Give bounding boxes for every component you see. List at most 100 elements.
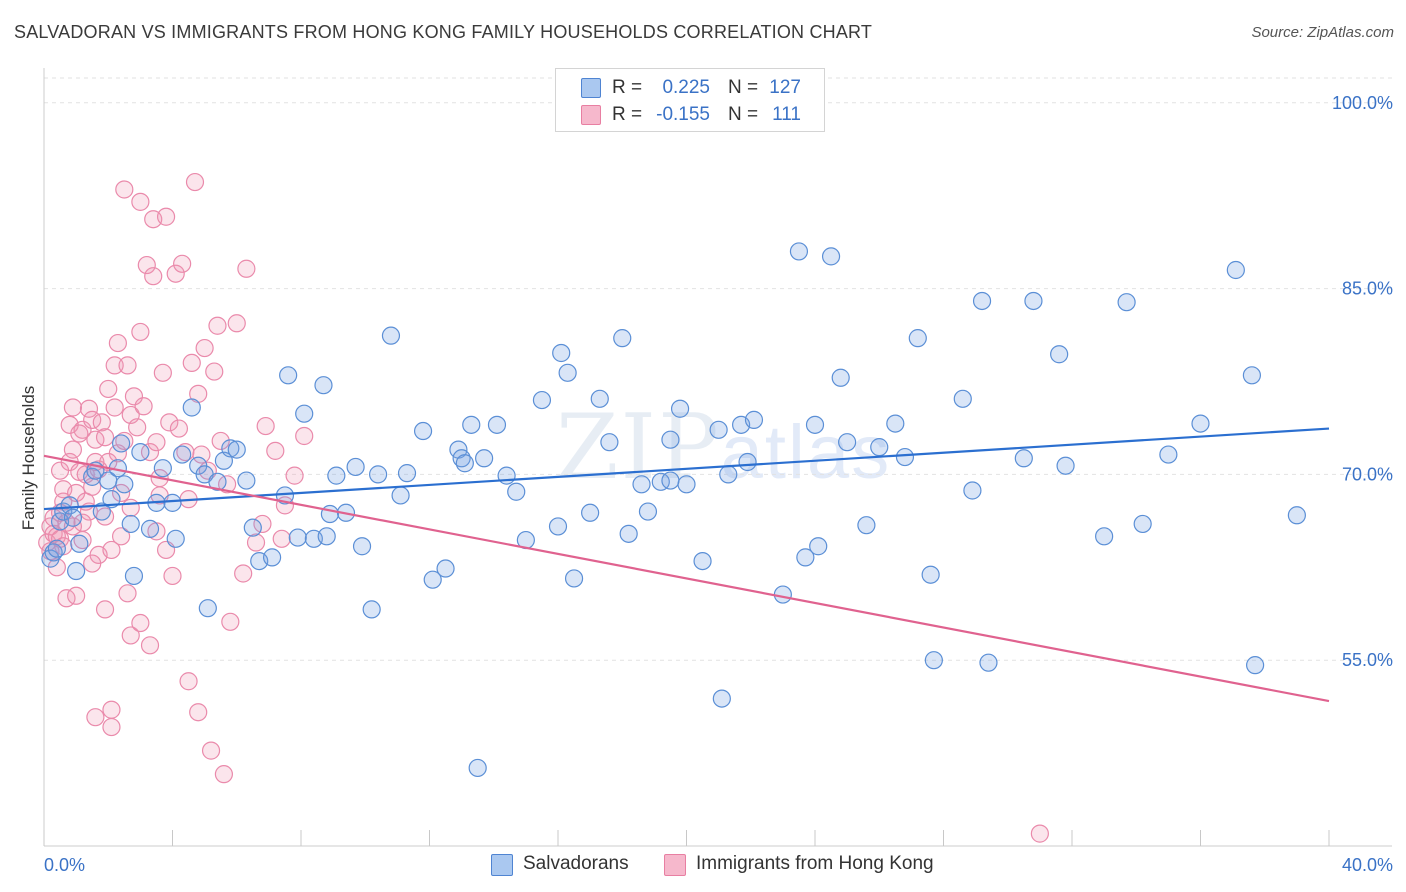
y-tick-label: 55.0%: [1342, 650, 1393, 670]
data-point-hong-kong: [227, 314, 246, 333]
data-point-salvadorans: [613, 329, 632, 348]
data-point-hong-kong: [166, 264, 185, 283]
data-point-salvadorans: [972, 291, 992, 311]
data-point-hong-kong: [83, 554, 102, 573]
data-point-hong-kong: [121, 498, 140, 517]
data-point-hong-kong: [131, 322, 150, 342]
data-point-salvadorans: [738, 452, 757, 472]
data-point-salvadorans: [581, 503, 600, 522]
data-point-hong-kong: [140, 636, 160, 655]
data-point-hong-kong: [246, 533, 266, 552]
data-point-hong-kong: [118, 584, 137, 603]
data-point-hong-kong: [253, 514, 272, 534]
data-point-salvadorans: [821, 247, 841, 266]
data-point-salvadorans: [47, 539, 66, 558]
data-point-hong-kong: [124, 387, 144, 406]
y-axis-label: Family Households: [19, 385, 38, 531]
data-point-salvadorans: [558, 363, 577, 382]
data-point-salvadorans: [590, 389, 609, 408]
data-point-hong-kong: [211, 431, 230, 451]
series-salvadorans-points: [41, 242, 1306, 778]
data-point-hong-kong: [185, 172, 205, 192]
data-point-hong-kong: [63, 398, 83, 417]
data-point-salvadorans: [288, 528, 307, 547]
legend-label-salvadorans: Salvadorans: [523, 853, 629, 874]
data-point-salvadorans: [1050, 345, 1069, 364]
data-point-salvadorans: [92, 502, 111, 521]
data-point-hong-kong: [173, 254, 192, 273]
data-point-salvadorans: [789, 242, 809, 261]
legend-row-hong-kong: R = -0.155 N = 111: [556, 100, 824, 128]
data-point-hong-kong: [115, 431, 134, 451]
axes: [43, 68, 1392, 847]
watermark-zip: ZIP: [556, 395, 721, 500]
data-point-hong-kong: [205, 362, 224, 381]
data-point-hong-kong: [234, 564, 253, 583]
data-point-salvadorans: [796, 548, 815, 567]
chart-title: SALVADORAN VS IMMIGRANTS FROM HONG KONG …: [14, 22, 873, 42]
data-point-hong-kong: [102, 700, 121, 719]
data-point-salvadorans: [953, 389, 972, 408]
data-point-hong-kong: [179, 672, 198, 691]
legend-n-label: N =: [728, 77, 759, 98]
data-point-salvadorans: [924, 651, 943, 670]
data-point-salvadorans: [1056, 456, 1075, 475]
data-point-salvadorans: [870, 438, 889, 457]
data-point-hong-kong: [95, 600, 115, 619]
data-point-hong-kong: [95, 428, 115, 447]
data-point-salvadorans: [1133, 514, 1152, 534]
legend-r-value: -0.155: [656, 104, 710, 125]
data-point-hong-kong: [169, 419, 189, 438]
data-point-salvadorans: [857, 516, 876, 535]
data-point-hong-kong: [160, 413, 179, 432]
data-point-hong-kong: [163, 566, 182, 586]
data-point-hong-kong: [266, 441, 285, 460]
data-point-salvadorans: [532, 390, 552, 410]
data-point-salvadorans: [552, 343, 571, 363]
data-point-hong-kong: [131, 613, 150, 633]
data-point-salvadorans: [391, 486, 410, 505]
data-point-hong-kong: [182, 353, 201, 373]
data-point-hong-kong: [153, 363, 172, 382]
data-point-hong-kong: [108, 333, 127, 353]
data-point-hong-kong: [214, 765, 233, 784]
data-point-salvadorans: [548, 517, 568, 536]
data-point-salvadorans: [63, 508, 83, 527]
data-point-salvadorans: [744, 410, 764, 429]
data-point-salvadorans: [1095, 527, 1114, 546]
data-point-salvadorans: [198, 599, 217, 618]
series-hong-kong-points: [38, 172, 1049, 843]
data-point-hong-kong: [115, 180, 134, 199]
data-point-salvadorans: [709, 420, 728, 439]
data-point-hong-kong: [137, 255, 156, 275]
legend-r-label: R =: [612, 104, 643, 125]
data-point-salvadorans: [279, 366, 298, 385]
legend-r-label: R =: [612, 77, 643, 98]
data-point-salvadorans: [661, 430, 680, 449]
data-point-salvadorans: [455, 454, 474, 473]
data-point-salvadorans: [346, 457, 365, 477]
data-point-hong-kong: [86, 708, 105, 727]
data-point-hong-kong: [140, 442, 160, 462]
data-point-salvadorans: [805, 415, 825, 434]
legend-label-hong-kong: Immigrants from Hong Kong: [696, 853, 934, 874]
data-point-salvadorans: [468, 758, 487, 778]
data-point-hong-kong: [105, 398, 124, 417]
data-point-salvadorans: [1014, 449, 1033, 468]
data-point-salvadorans: [670, 399, 690, 418]
correlation-legend: R = 0.225 N = 127 R = -0.155 N = 111: [555, 68, 825, 132]
data-point-salvadorans: [317, 527, 336, 546]
data-point-salvadorans: [413, 421, 433, 441]
data-point-salvadorans: [651, 472, 670, 491]
data-point-salvadorans: [381, 326, 401, 345]
data-point-salvadorans: [838, 433, 857, 452]
data-point-hong-kong: [156, 207, 176, 226]
data-point-salvadorans: [886, 414, 905, 433]
data-point-hong-kong: [118, 356, 137, 375]
data-point-hong-kong: [285, 466, 304, 485]
data-point-salvadorans: [227, 440, 246, 459]
data-point-hong-kong: [79, 399, 99, 418]
data-point-salvadorans: [124, 566, 144, 586]
data-point-salvadorans: [327, 466, 346, 485]
